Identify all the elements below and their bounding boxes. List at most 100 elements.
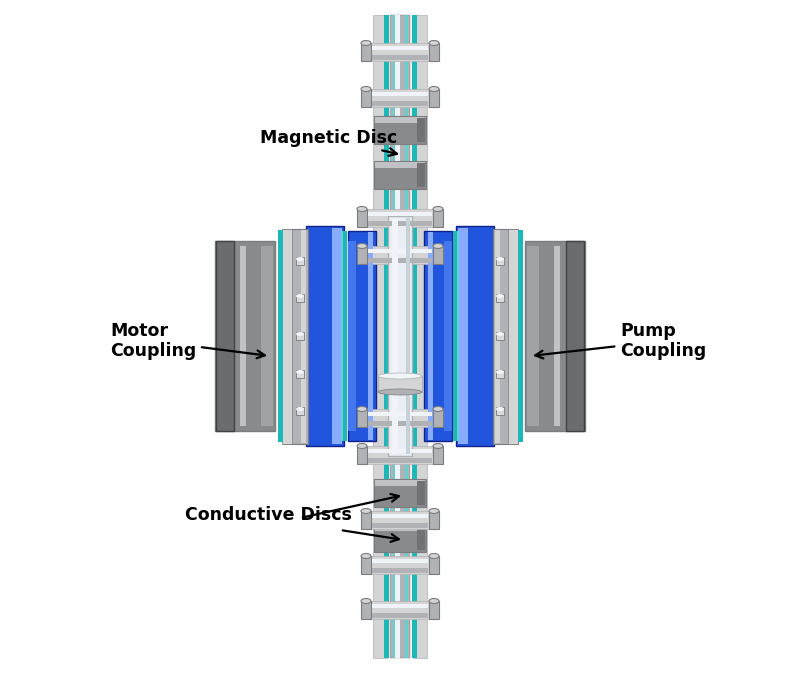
Ellipse shape	[496, 332, 504, 336]
Bar	[496, 407, 504, 415]
Bar	[361, 511, 371, 529]
Bar	[378, 376, 422, 392]
Bar	[429, 601, 439, 619]
Bar	[368, 258, 432, 262]
Bar	[453, 231, 459, 441]
Bar	[372, 55, 428, 59]
Bar	[370, 43, 430, 61]
Ellipse shape	[433, 207, 443, 211]
Bar	[394, 15, 399, 658]
Ellipse shape	[433, 244, 443, 248]
Bar	[392, 218, 398, 454]
Bar	[215, 241, 275, 431]
Bar	[433, 446, 443, 464]
Bar	[375, 162, 425, 168]
Bar	[393, 15, 395, 658]
Text: Conductive Discs: Conductive Discs	[185, 506, 352, 524]
Bar	[429, 89, 439, 107]
Bar	[554, 246, 560, 426]
Bar	[361, 556, 371, 574]
Bar	[368, 449, 432, 453]
Bar	[390, 15, 410, 658]
Ellipse shape	[357, 207, 367, 211]
Bar	[216, 241, 234, 431]
Bar	[417, 526, 425, 550]
Bar	[411, 15, 417, 658]
Bar	[372, 559, 428, 563]
Bar	[433, 409, 443, 427]
Bar	[566, 241, 584, 431]
Bar	[240, 246, 246, 426]
Bar	[405, 15, 407, 658]
Bar	[348, 241, 356, 431]
Bar	[282, 229, 307, 444]
Ellipse shape	[433, 406, 443, 411]
Bar	[372, 92, 428, 96]
Bar	[366, 409, 434, 427]
Ellipse shape	[378, 389, 422, 395]
Bar	[296, 407, 304, 415]
Bar	[457, 231, 459, 441]
Bar	[296, 257, 304, 265]
Ellipse shape	[496, 294, 504, 298]
Ellipse shape	[361, 87, 371, 92]
Bar	[417, 481, 425, 505]
Ellipse shape	[496, 257, 504, 261]
Ellipse shape	[296, 257, 304, 261]
Text: Magnetic Disc: Magnetic Disc	[260, 129, 398, 156]
Bar	[373, 15, 387, 658]
Bar	[429, 43, 439, 61]
Bar	[368, 221, 432, 225]
Bar	[458, 228, 468, 444]
Bar	[429, 511, 439, 529]
Ellipse shape	[296, 294, 304, 298]
Bar	[372, 522, 428, 528]
Bar	[496, 332, 504, 340]
Bar	[368, 212, 432, 216]
Text: Pump
Coupling: Pump Coupling	[535, 322, 706, 361]
Ellipse shape	[361, 553, 371, 559]
Bar	[341, 231, 347, 441]
Ellipse shape	[296, 332, 304, 336]
Bar	[348, 231, 376, 441]
Bar	[296, 294, 304, 302]
Bar	[366, 246, 434, 264]
Bar	[372, 567, 428, 573]
Bar	[413, 15, 427, 658]
Bar	[406, 218, 410, 454]
Bar	[306, 226, 344, 446]
Bar	[261, 246, 273, 426]
Ellipse shape	[429, 553, 439, 559]
Bar	[368, 412, 432, 416]
Text: Motor
Coupling: Motor Coupling	[110, 322, 265, 361]
Bar	[370, 511, 430, 529]
Bar	[361, 601, 371, 619]
Bar	[388, 216, 412, 456]
Bar	[332, 228, 342, 444]
Bar	[374, 479, 426, 507]
Bar	[456, 226, 494, 446]
Ellipse shape	[361, 598, 371, 604]
Bar	[372, 612, 428, 618]
Bar	[282, 229, 292, 444]
Bar	[433, 246, 443, 264]
Bar	[429, 556, 439, 574]
Bar	[372, 100, 428, 106]
Ellipse shape	[496, 407, 504, 411]
Bar	[296, 370, 304, 378]
Ellipse shape	[496, 370, 504, 374]
Ellipse shape	[361, 509, 371, 513]
Bar	[372, 514, 428, 518]
Bar	[368, 249, 432, 253]
Bar	[341, 231, 343, 441]
Ellipse shape	[429, 40, 439, 46]
Bar	[417, 118, 425, 142]
Bar	[357, 209, 367, 227]
Bar	[296, 332, 304, 340]
Bar	[357, 246, 367, 264]
Bar	[427, 232, 433, 440]
Bar	[366, 446, 434, 464]
Bar	[417, 163, 425, 187]
Ellipse shape	[357, 444, 367, 448]
Bar	[496, 294, 504, 302]
